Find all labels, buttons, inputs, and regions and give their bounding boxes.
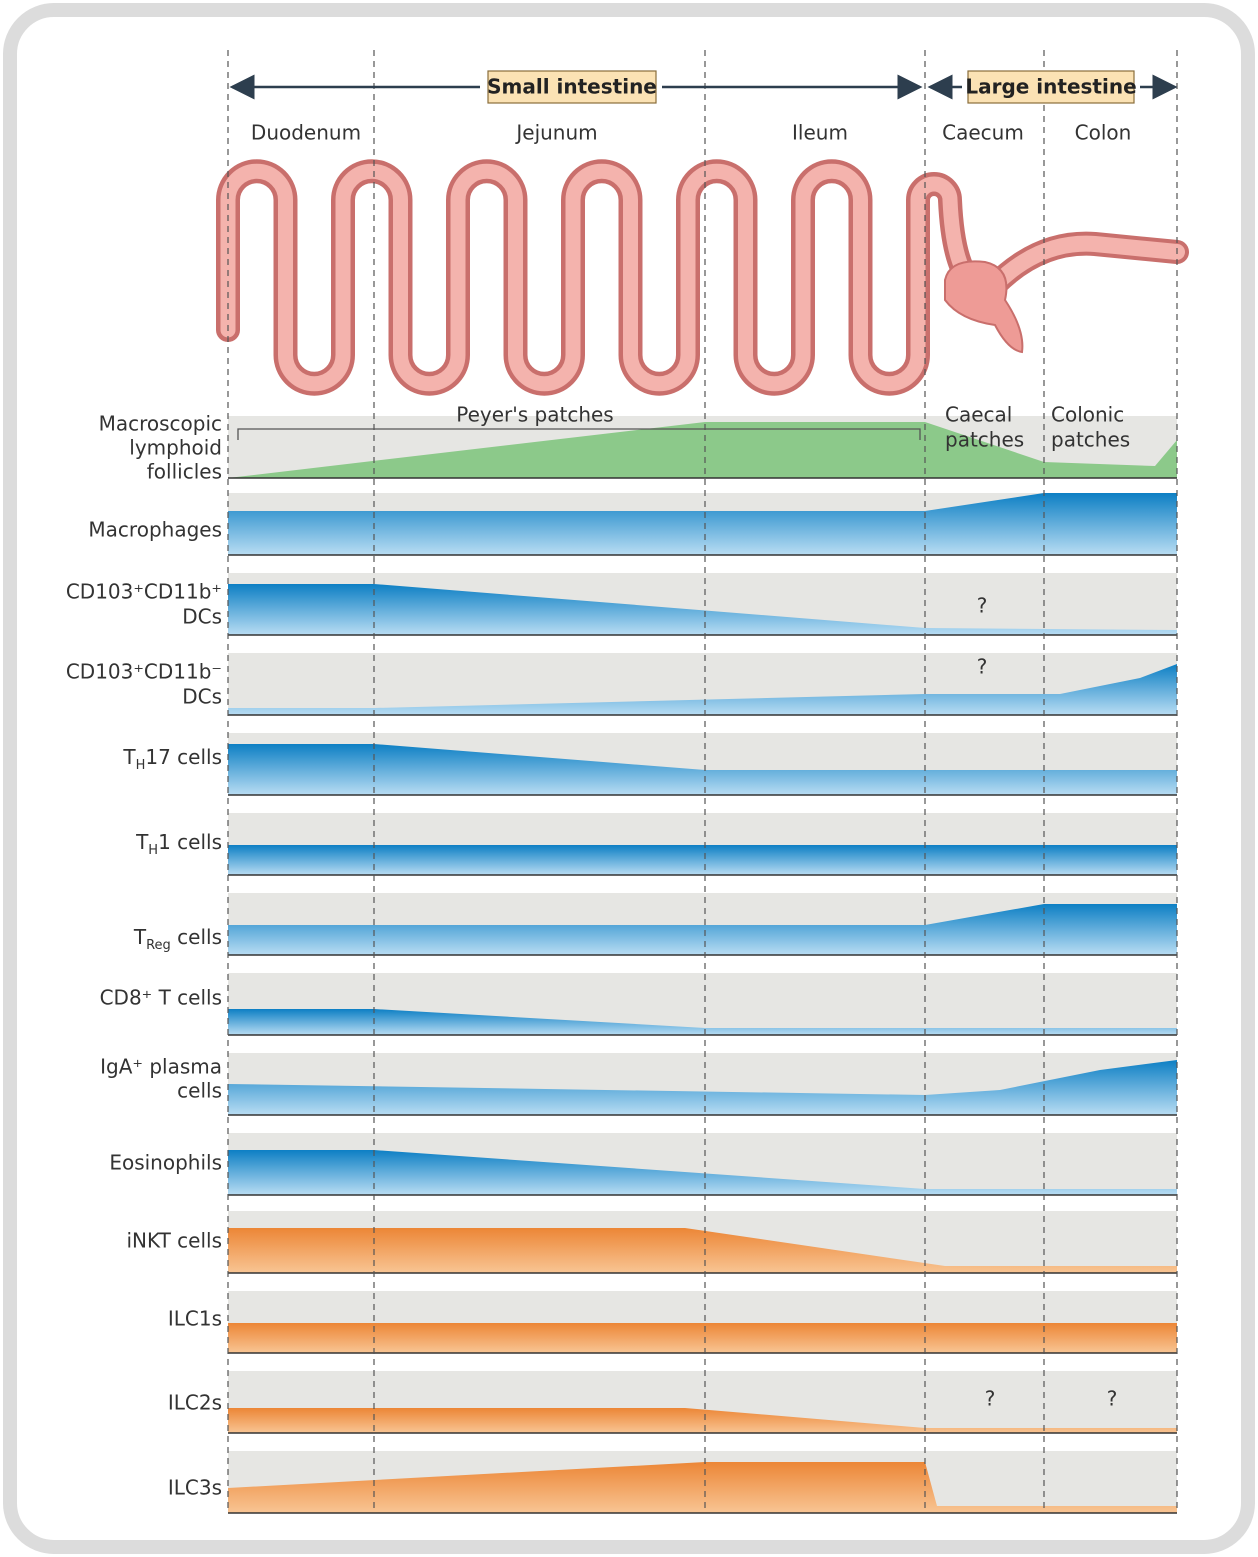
row-label: DCs: [182, 685, 222, 709]
abundance-profile: [228, 904, 1177, 955]
row-label: TH17 cells: [122, 745, 222, 773]
intestine-tube: [987, 235, 1185, 293]
abundance-profile: [228, 744, 1177, 795]
annotation: Peyer's patches: [456, 403, 613, 427]
header-label: Small intestine: [487, 75, 657, 99]
abundance-profile: [228, 493, 1177, 555]
annotation: Caecal: [945, 403, 1012, 427]
abundance-profile: [228, 1408, 1177, 1433]
label-part: 1 cells: [158, 830, 222, 854]
row-label: Macrophages: [88, 518, 222, 542]
segment-label: Caecum: [942, 121, 1024, 145]
row-label: CD103⁺CD11b⁺: [66, 580, 222, 604]
unknown-mark: ?: [977, 655, 988, 679]
row-label: ILC1s: [168, 1307, 222, 1331]
intestine-tube: [220, 163, 970, 392]
label-subscript: H: [136, 758, 146, 773]
row-label: CD8⁺ T cells: [100, 986, 222, 1010]
row-label: iNKT cells: [127, 1229, 223, 1253]
unknown-mark: ?: [985, 1387, 996, 1411]
label-part: T: [133, 925, 147, 949]
row-label: TH1 cells: [135, 830, 222, 858]
abundance-profile: [228, 664, 1177, 715]
abundance-profile: [228, 422, 1177, 478]
row-label: ILC3s: [168, 1476, 222, 1500]
label-part: T: [122, 745, 136, 769]
row-label: Macroscopic: [99, 412, 222, 436]
label-subscript: Reg: [146, 938, 171, 953]
annotation: patches: [1051, 428, 1130, 452]
row-label: follicles: [147, 460, 222, 484]
bracket: [237, 428, 921, 440]
segment-label: Jejunum: [514, 121, 597, 145]
caecum: [944, 260, 1024, 354]
header-label: Large intestine: [965, 75, 1136, 99]
row-label: cells: [177, 1079, 222, 1103]
abundance-profile: [228, 1462, 1177, 1513]
row-label: IgA⁺ plasma: [100, 1055, 222, 1079]
annotation: Colonic: [1051, 403, 1124, 427]
abundance-profile: [228, 845, 1177, 875]
segment-label: Duodenum: [251, 121, 361, 145]
abundance-profile: [228, 1228, 1177, 1273]
abundance-profile: [228, 584, 1177, 635]
row-label: Eosinophils: [109, 1151, 222, 1175]
row-label: CD103⁺CD11b⁻: [66, 660, 222, 684]
segment-dividers: [227, 50, 1178, 1512]
row-label: TReg cells: [133, 925, 222, 953]
abundance-profile: [228, 1150, 1177, 1195]
label-part: cells: [171, 925, 222, 949]
label-part: 17 cells: [145, 745, 222, 769]
segment-label: Ileum: [792, 121, 848, 145]
abundance-profile: [228, 1009, 1177, 1035]
abundance-profile: [228, 1060, 1177, 1115]
header-box: [967, 70, 1135, 104]
unknown-mark: ?: [1107, 1387, 1118, 1411]
bands: [228, 416, 1177, 1514]
row-label: ILC2s: [168, 1391, 222, 1415]
label-subscript: H: [148, 843, 158, 858]
unknown-mark: ?: [977, 594, 988, 618]
segment-label: Colon: [1075, 121, 1132, 145]
abundance-profile: [228, 1323, 1177, 1353]
header-box: [487, 70, 657, 104]
annotation: patches: [945, 428, 1024, 452]
row-label: lymphoid: [129, 436, 222, 460]
label-part: T: [135, 830, 149, 854]
intestine-illustration: [216, 159, 1189, 396]
row-label: DCs: [182, 605, 222, 629]
